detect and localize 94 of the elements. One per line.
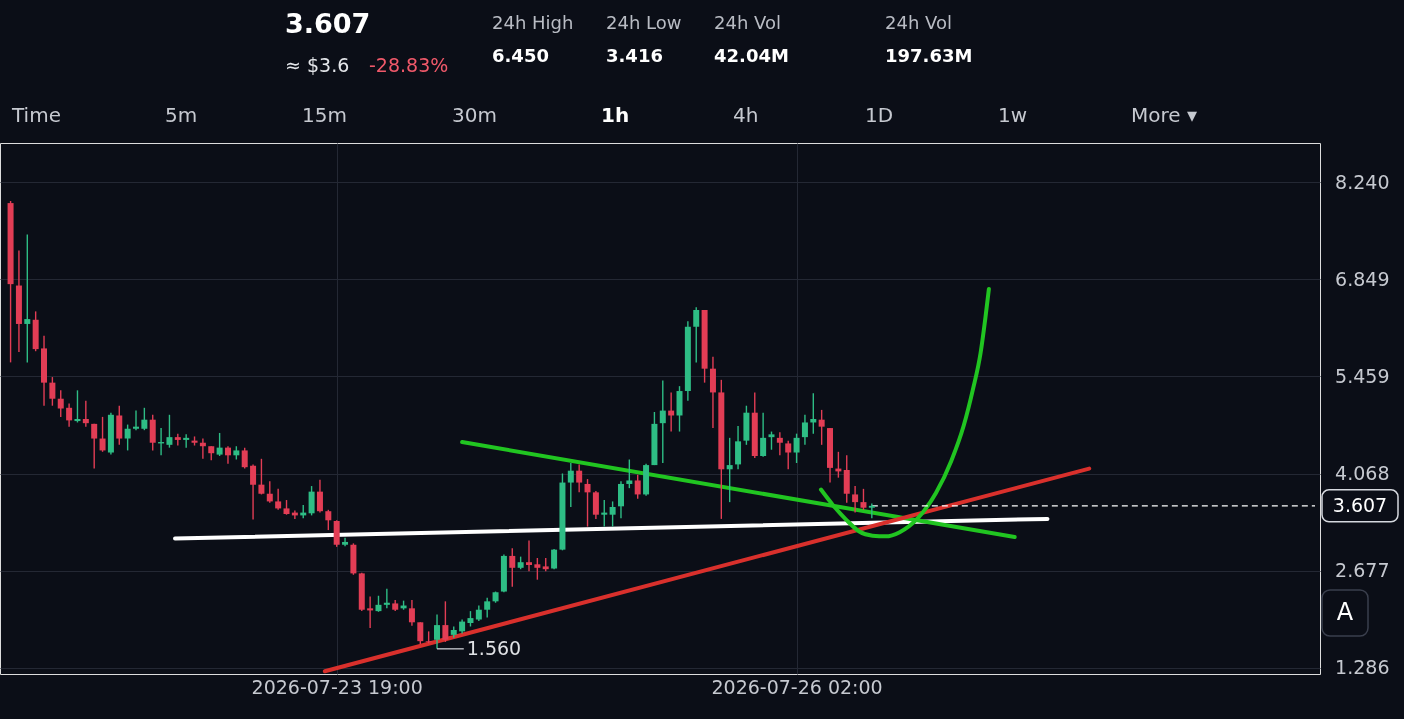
candlestick: [534, 557, 541, 581]
text: 1D: [865, 103, 894, 127]
text: 24h Vol: [885, 12, 952, 33]
candlestick: [793, 432, 800, 464]
y-tick-label: 2.677: [1335, 559, 1390, 582]
candlestick: [82, 400, 89, 428]
candlestick: [776, 431, 783, 457]
candlestick: [801, 414, 808, 446]
candlestick: [860, 488, 867, 511]
text: 1w: [998, 103, 1028, 127]
candlestick: [250, 463, 257, 521]
text: 6.450: [492, 45, 549, 66]
candlestick: [224, 445, 231, 465]
candlestick: [258, 458, 265, 496]
candlestick: [434, 613, 441, 650]
candlestick: [601, 499, 608, 528]
candlestick: [57, 389, 64, 418]
y-tick-label: 8.240: [1335, 170, 1390, 193]
candlestick: [442, 600, 449, 643]
text: 24h Vol: [714, 12, 781, 33]
candlestick: [383, 588, 390, 610]
text: 24h Low: [606, 12, 682, 33]
candlestick: [183, 433, 190, 449]
candlestick: [484, 597, 491, 619]
text: Time: [11, 103, 61, 127]
candlestick: [526, 539, 532, 572]
text: 3.416: [606, 45, 663, 66]
candlestick: [868, 502, 875, 519]
candlestick: [116, 405, 123, 446]
candlestick: [693, 306, 700, 364]
text: 5m: [165, 103, 198, 127]
y-tick-label: 5.459: [1335, 364, 1390, 387]
candlestick: [308, 485, 315, 517]
candlestick: [275, 488, 282, 511]
text: 30m: [452, 103, 497, 127]
x-tick-label: 2026-07-26 02:00: [711, 675, 883, 698]
candlestick: [760, 411, 767, 458]
candlestick: [785, 439, 792, 470]
candlestick: [659, 379, 666, 464]
candlestick: [141, 407, 148, 431]
candlestick: [617, 480, 624, 519]
candlestick: [709, 356, 716, 429]
text: 197.63M: [885, 45, 973, 66]
candlestick: [216, 432, 223, 457]
y-tick-label: 1.286: [1335, 656, 1390, 679]
candlestick: [735, 425, 742, 470]
text: A: [1336, 598, 1354, 626]
candlestick: [174, 432, 181, 447]
text: 4h: [733, 103, 759, 127]
text: -28.83%: [369, 54, 449, 76]
candlestick: [509, 547, 516, 588]
candlestick: [634, 474, 641, 500]
text: ≈ $3.6: [285, 54, 350, 76]
candlestick: [124, 423, 131, 452]
candlestick: [551, 548, 558, 570]
candlestick: [567, 462, 574, 508]
candlestick: [852, 485, 859, 514]
candlestick: [626, 458, 633, 489]
candlestick: [166, 414, 173, 449]
y-tick-label: 4.068: [1335, 462, 1390, 485]
candlestick: [49, 376, 56, 407]
y-tick-label: 6.849: [1335, 267, 1390, 290]
text: 42.04M: [714, 45, 789, 66]
x-tick-label: 2026-07-23 19:00: [251, 675, 423, 698]
candlestick: [408, 599, 415, 627]
text: 24h High: [492, 12, 574, 33]
candlestick: [417, 621, 424, 645]
ref-line-label: 3.607: [1332, 493, 1388, 516]
candlestick: [367, 595, 374, 629]
candlestick: [133, 409, 139, 431]
candlestick: [726, 437, 733, 503]
candlestick: [74, 389, 81, 424]
candlestick: [609, 500, 616, 528]
candlestick: [768, 430, 775, 451]
candlestick: [241, 446, 248, 470]
candlestick: [24, 233, 31, 364]
candlestick: [592, 490, 599, 520]
candlestick: [843, 454, 850, 504]
text: 3.607: [285, 8, 371, 39]
text: 1h: [601, 103, 630, 127]
candlestick: [333, 519, 340, 548]
annotation: 1.560: [466, 636, 522, 659]
text: 15m: [302, 103, 347, 127]
candlestick: [576, 463, 583, 494]
candlestick: [316, 479, 323, 514]
candlestick: [66, 402, 73, 428]
candlestick: [99, 416, 106, 453]
candlestick: [818, 409, 825, 446]
candlestick: [584, 478, 591, 528]
candlestick: [266, 480, 273, 504]
text: More ▾: [1131, 103, 1197, 127]
candlestick: [149, 414, 156, 452]
candlestick: [325, 509, 332, 531]
candlestick: [91, 423, 98, 470]
